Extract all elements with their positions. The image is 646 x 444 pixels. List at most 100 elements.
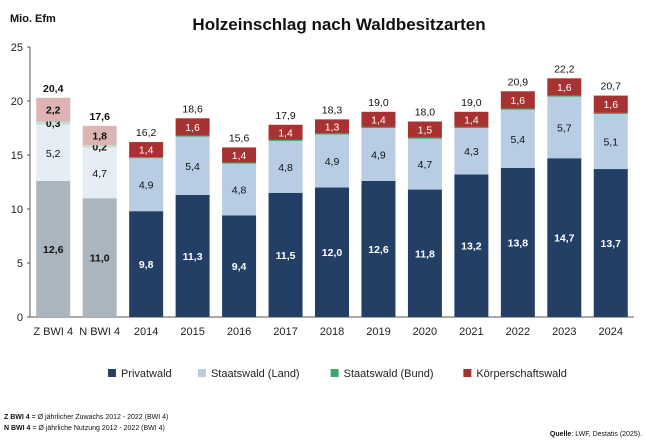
data-label-koerperschaftswald: 1,4 (464, 114, 479, 126)
bar-segment-privatwald (222, 215, 257, 317)
bar-group: 9,8 4,9 1,4 16,2 2014 (129, 127, 164, 338)
y-tick-label: 0 (17, 312, 23, 324)
data-label-staatswald_land: 4,7 (418, 159, 433, 171)
bar-segment-staatswald_bund (268, 139, 303, 141)
y-tick-label: 20 (11, 96, 23, 108)
bar-segment-koerperschaftswald (315, 119, 349, 134)
data-label-privatwald: 13,2 (461, 241, 482, 253)
total-label: 18,3 (322, 104, 343, 116)
legend-swatch (463, 369, 472, 377)
bar-segment-staatswald_land (129, 158, 164, 212)
data-label-koerperschaftswald: 1,3 (325, 121, 340, 133)
bar-segment-staatswald_bund (315, 133, 349, 135)
x-tick-label: Z BWI 4 (33, 326, 73, 338)
y-tick-label: 5 (17, 258, 23, 270)
data-label-staatswald_land: 4,9 (139, 180, 154, 192)
y-tick-label: 15 (11, 150, 23, 162)
data-label-staatswald_land: 4,9 (325, 156, 340, 168)
x-tick-label: N BWI 4 (79, 326, 120, 338)
x-tick-label: 2017 (273, 326, 297, 338)
data-label-staatswald_land: 4,3 (464, 146, 479, 158)
y-axis-unit: Mio. Efm (10, 13, 56, 25)
x-tick-label: 2016 (227, 326, 251, 338)
data-label-koerperschaftswald: 1,8 (92, 131, 107, 143)
bar-segment-koerperschaftswald (222, 147, 257, 163)
data-label-staatswald_land: 5,7 (557, 122, 572, 134)
bar-segment-staatswald_land (547, 96, 582, 159)
total-label: 22,2 (554, 63, 575, 75)
bar-segment-staatswald_bund (407, 137, 442, 139)
data-label-staatswald_land: 5,4 (185, 161, 200, 173)
bar-group: 11,8 4,7 1,5 18,0 2020 (407, 107, 442, 338)
legend-label: Körperschaftswald (476, 368, 566, 380)
total-label: 20,4 (43, 83, 64, 95)
total-label: 16,2 (136, 127, 157, 139)
bar-segment-staatswald_bund (547, 95, 582, 97)
bar-segment-privatwald (175, 194, 210, 317)
footnote-n-bwi: N BWI 4 = Ø jährliche Nutzung 2012 - 202… (4, 425, 165, 432)
bar-segment-koerperschaftswald (593, 95, 628, 113)
bar-group: 13,2 4,3 1,4 19,0 2021 (454, 97, 489, 338)
data-label-staatswald_land: 4,9 (371, 149, 386, 161)
data-label-staatswald_land: 4,8 (232, 185, 247, 197)
bar-segment-staatswald_land (175, 136, 210, 195)
x-tick-label: 2014 (134, 326, 158, 338)
data-label-staatswald_land: 5,2 (46, 148, 61, 160)
bar-segment-koerperschaftswald (129, 142, 164, 158)
data-label-koerperschaftswald: 1,6 (511, 95, 526, 107)
bar-segment-privatwald (315, 187, 349, 317)
bar-segment-staatswald_bund (129, 157, 164, 159)
bar-group: 11,3 5,4 1,6 18,6 2015 (175, 103, 210, 338)
legend-item-privatwald: Privatwald (107, 368, 172, 380)
bar-segment-koerperschaftswald (82, 125, 117, 146)
total-label: 17,9 (275, 110, 296, 122)
y-tick-label: 25 (11, 42, 23, 54)
bar-segment-koerperschaftswald (500, 91, 535, 109)
data-label-koerperschaftswald: 1,4 (371, 114, 386, 126)
bar-segment-privatwald (361, 180, 396, 317)
x-tick-label: 2019 (366, 326, 390, 338)
data-label-koerperschaftswald: 1,4 (278, 127, 293, 139)
bars: 12,65,20,32,220,4Z BWI 411,04,70,21,817,… (33, 63, 628, 338)
bar-segment-koerperschaftswald (36, 97, 71, 122)
data-label-privatwald: 11,3 (183, 251, 203, 263)
chart-title: Holzeinschlag nach Waldbesitzarten (192, 15, 485, 34)
bar-group: 11,5 4,8 1,4 17,9 2017 (268, 110, 303, 338)
data-label-koerperschaftswald: 1,6 (603, 99, 618, 111)
bar-group: 11,04,70,21,817,6N BWI 4 (79, 111, 120, 338)
bar-segment-privatwald (593, 169, 628, 317)
y-tick-label: 10 (11, 204, 23, 216)
bar-group: 12,6 4,9 1,4 19,0 2019 (361, 97, 396, 338)
x-tick-label: 2024 (599, 326, 623, 338)
bar-group: 12,0 4,9 1,3 18,3 2018 (315, 104, 349, 338)
bar-segment-privatwald (547, 158, 582, 317)
data-label-koerperschaftswald: 1,4 (139, 145, 154, 157)
data-label-privatwald: 11,0 (90, 253, 110, 265)
legend-item-staatswald_land: Staatswald (Land) (197, 368, 300, 380)
bar-segment-staatswald_land (82, 147, 117, 199)
bar-segment-privatwald (129, 211, 164, 317)
data-label-privatwald: 12,6 (43, 244, 64, 256)
bar-segment-koerperschaftswald (361, 111, 396, 127)
bar-group: 14,7 5,7 1,6 22,2 2023 (547, 63, 582, 338)
data-label-privatwald: 13,8 (508, 237, 529, 249)
bar-segment-staatswald_land (500, 109, 535, 168)
data-label-staatswald_land: 5,1 (603, 137, 618, 149)
bar-segment-staatswald_land (315, 134, 349, 188)
bar-segment-privatwald (36, 180, 71, 317)
data-label-koerperschaftswald: 1,6 (557, 82, 572, 94)
bar-group: 9,4 4,8 1,4 15,6 2016 (222, 132, 257, 338)
bar-segment-privatwald (82, 198, 117, 317)
legend-label: Staatswald (Land) (211, 368, 300, 380)
data-label-staatswald_land: 4,8 (278, 162, 293, 174)
total-label: 17,6 (89, 111, 110, 123)
legend-item-koerperschaftswald: Körperschaftswald (463, 368, 567, 380)
total-label: 19,0 (368, 97, 389, 109)
data-label-privatwald: 12,6 (368, 244, 389, 256)
legend-swatch (197, 369, 206, 377)
legend-swatch (107, 369, 116, 377)
bar-segment-privatwald (268, 192, 303, 317)
total-label: 18,6 (182, 103, 203, 115)
bar-segment-staatswald_land (222, 163, 257, 216)
data-label-privatwald: 9,4 (232, 261, 247, 273)
